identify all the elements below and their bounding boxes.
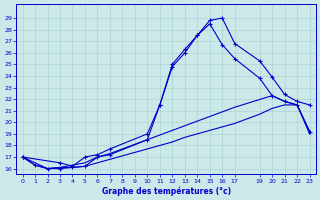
X-axis label: Graphe des températures (°c): Graphe des températures (°c) bbox=[101, 186, 231, 196]
